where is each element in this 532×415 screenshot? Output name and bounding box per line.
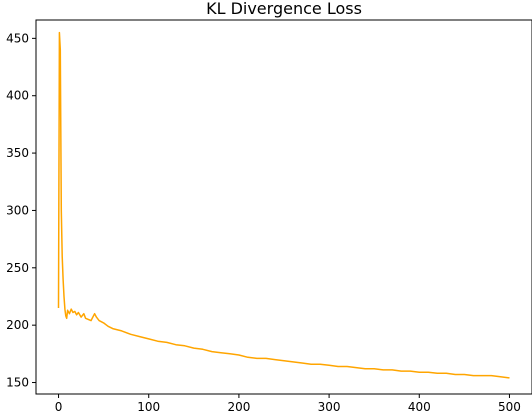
y-tick-label: 350 [6, 146, 29, 160]
x-tick-label: 500 [498, 400, 521, 414]
y-tick-label: 400 [6, 89, 29, 103]
x-axis: 0 100 200 300 400 500 [55, 394, 521, 414]
x-tick-label: 200 [227, 400, 250, 414]
series-line [57, 31, 510, 379]
x-tick-label: 400 [408, 400, 431, 414]
x-tick-label: 0 [55, 400, 63, 414]
plot-frame [35, 19, 532, 395]
y-tick-label: 150 [6, 376, 29, 390]
series-layer [57, 31, 510, 379]
y-axis: 150 200 250 300 350 400 450 [6, 31, 36, 390]
y-tick-label: 200 [6, 318, 29, 332]
y-tick-label: 450 [6, 31, 29, 45]
y-tick-label: 300 [6, 203, 29, 217]
plot-area [35, 19, 532, 395]
chart-title: KL Divergence Loss [206, 0, 362, 18]
y-tick-label: 250 [6, 261, 29, 275]
x-tick-label: 100 [137, 400, 160, 414]
x-tick-label: 300 [318, 400, 341, 414]
